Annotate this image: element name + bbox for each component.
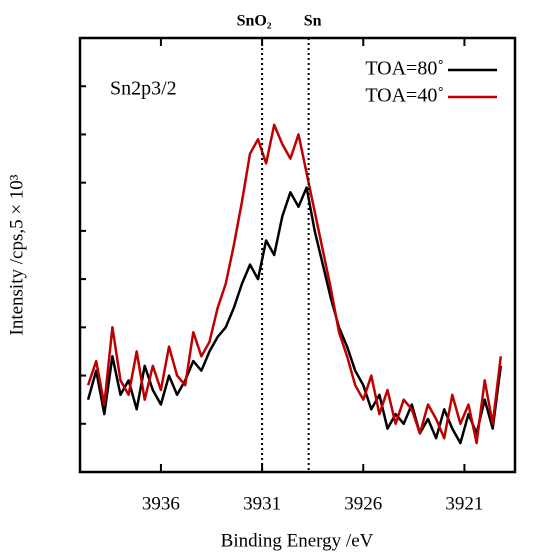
x-tick-label: 3931 [243, 493, 281, 514]
x-tick-label: 3936 [142, 493, 180, 514]
reference-label: Sn [304, 13, 322, 30]
legend-label: TOA=80˚ [365, 58, 444, 80]
reference-label: SnO₂ [237, 13, 272, 30]
line-series [86, 186, 503, 445]
line-series [86, 123, 503, 445]
legend-label: TOA=40˚ [365, 85, 444, 107]
x-tick-label: 3926 [344, 493, 382, 514]
x-axis-label: Binding Energy /eV [221, 530, 374, 551]
x-tick-label: 3921 [445, 493, 483, 514]
y-axis-label: Intensity /cps,5 × 10³ [6, 174, 27, 335]
plot-frame [78, 36, 517, 474]
annotation: Sn2p3/2 [110, 78, 177, 100]
